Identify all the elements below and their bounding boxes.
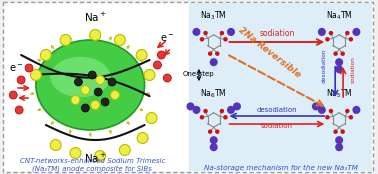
Circle shape (60, 34, 71, 45)
Circle shape (137, 132, 148, 144)
Circle shape (146, 113, 157, 124)
Circle shape (157, 51, 165, 59)
Circle shape (200, 115, 204, 120)
Text: sodiation: sodiation (350, 56, 355, 83)
Circle shape (96, 76, 105, 85)
Circle shape (333, 129, 338, 134)
Circle shape (203, 109, 208, 113)
Circle shape (192, 106, 200, 114)
Circle shape (203, 31, 208, 35)
Circle shape (74, 78, 82, 86)
Circle shape (31, 69, 41, 81)
FancyBboxPatch shape (3, 2, 373, 172)
FancyBboxPatch shape (189, 3, 372, 171)
Circle shape (153, 61, 161, 69)
Circle shape (335, 136, 343, 144)
Circle shape (345, 31, 350, 35)
Circle shape (25, 64, 33, 72)
Circle shape (115, 34, 125, 45)
Circle shape (349, 37, 353, 42)
Circle shape (136, 49, 147, 61)
Text: Na$_4$TM: Na$_4$TM (326, 10, 352, 22)
Circle shape (210, 58, 218, 66)
Circle shape (220, 31, 224, 35)
Text: Na$^+$: Na$^+$ (84, 152, 107, 165)
Circle shape (163, 74, 171, 82)
Text: desodiation: desodiation (322, 49, 327, 83)
Circle shape (192, 28, 200, 36)
Circle shape (90, 30, 101, 41)
Text: e$^-$: e$^-$ (160, 33, 175, 44)
Text: e$^-$: e$^-$ (9, 63, 24, 74)
Ellipse shape (51, 57, 110, 97)
Circle shape (17, 76, 25, 84)
Circle shape (335, 65, 343, 73)
Circle shape (223, 37, 228, 42)
Circle shape (108, 78, 116, 86)
Circle shape (352, 28, 360, 36)
Circle shape (325, 37, 330, 42)
Circle shape (210, 143, 218, 151)
Circle shape (94, 88, 102, 96)
Circle shape (220, 109, 224, 113)
Circle shape (208, 129, 212, 134)
Text: 2Na Reversible: 2Na Reversible (237, 26, 303, 80)
Text: Na$_5$TM: Na$_5$TM (326, 88, 352, 101)
Circle shape (88, 71, 96, 79)
Text: CNT-networks-enhanced Sodium Trimesic
(Na₃TM) anode composite for SIBs: CNT-networks-enhanced Sodium Trimesic (N… (20, 158, 165, 172)
Circle shape (71, 96, 80, 105)
Circle shape (329, 109, 333, 113)
Circle shape (110, 90, 119, 100)
Text: Na$^+$: Na$^+$ (84, 11, 107, 24)
Circle shape (329, 31, 333, 35)
Text: Na$_3$TM: Na$_3$TM (200, 10, 227, 22)
Circle shape (215, 51, 220, 56)
Circle shape (227, 106, 235, 114)
Circle shape (40, 49, 51, 61)
Circle shape (95, 151, 105, 161)
Text: Na$_6$TM: Na$_6$TM (200, 88, 227, 101)
Circle shape (91, 101, 100, 109)
Circle shape (81, 104, 89, 112)
Circle shape (227, 28, 235, 36)
Text: Na-storage mechanism for the new Na₃TM: Na-storage mechanism for the new Na₃TM (204, 165, 358, 171)
Circle shape (333, 51, 338, 56)
Circle shape (345, 109, 350, 113)
Circle shape (144, 69, 155, 81)
Circle shape (341, 51, 345, 56)
Circle shape (50, 140, 61, 151)
Circle shape (200, 37, 204, 42)
Text: sodiation: sodiation (261, 123, 293, 129)
Circle shape (210, 136, 218, 144)
Circle shape (101, 98, 109, 106)
Circle shape (215, 129, 220, 134)
Circle shape (318, 28, 326, 36)
Circle shape (341, 129, 345, 134)
Circle shape (15, 106, 23, 114)
Circle shape (352, 106, 360, 114)
Circle shape (9, 91, 17, 99)
Circle shape (349, 115, 353, 120)
Circle shape (70, 148, 81, 159)
Circle shape (81, 85, 90, 94)
Circle shape (318, 106, 326, 114)
Circle shape (208, 51, 212, 56)
Circle shape (335, 58, 343, 66)
Text: sodiation: sodiation (259, 29, 294, 38)
Circle shape (119, 144, 130, 156)
Text: desodiation: desodiation (257, 107, 297, 113)
Text: One-step: One-step (183, 71, 215, 77)
Circle shape (186, 102, 194, 110)
Ellipse shape (36, 40, 144, 130)
Circle shape (312, 102, 320, 110)
Circle shape (325, 115, 330, 120)
Circle shape (335, 143, 343, 151)
Circle shape (233, 102, 241, 110)
Circle shape (223, 115, 228, 120)
